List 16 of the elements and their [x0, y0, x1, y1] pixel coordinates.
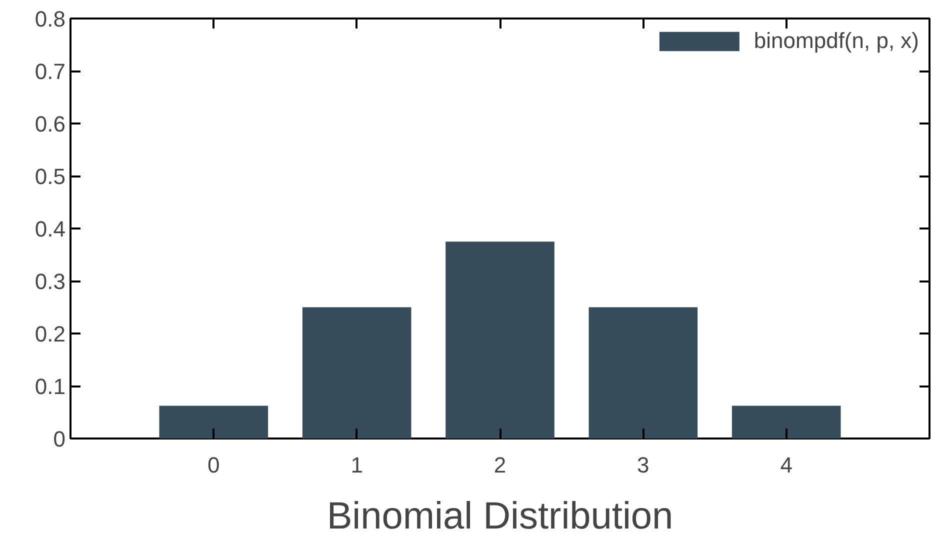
y-tick-label: 0.7	[34, 59, 66, 84]
x-axis-title: Binomial Distribution	[326, 496, 674, 538]
y-tick-label: 0.6	[34, 112, 66, 136]
y-tick-label: 0.3	[34, 269, 66, 294]
legend-label: binompdf(n, p, x)	[754, 28, 919, 54]
y-tick-label: 0.1	[34, 374, 66, 399]
x-tick-label: 0	[208, 452, 220, 478]
x-tick-label: 4	[780, 452, 792, 478]
x-tick-label: 3	[637, 452, 650, 478]
y-tick-label: 0.8	[34, 6, 66, 32]
x-tick-label: 2	[494, 452, 506, 478]
y-tick-label: 0.4	[34, 216, 66, 242]
x-tick-label: 1	[350, 452, 363, 478]
y-tick-label: 0	[53, 426, 66, 452]
y-tick-label: 0.2	[34, 322, 66, 346]
y-tick-label: 0.5	[34, 164, 66, 189]
